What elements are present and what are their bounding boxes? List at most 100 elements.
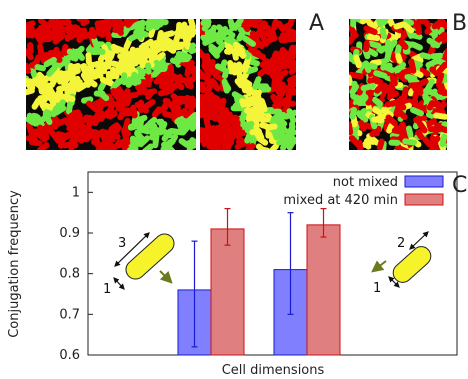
bacterium-cell	[121, 47, 129, 60]
bacterium-cell	[252, 103, 266, 112]
bacterium-cell	[380, 107, 394, 118]
bacterium-cell	[161, 35, 174, 46]
bacterium-cell	[129, 135, 143, 147]
legend-swatch-not-mixed	[404, 175, 444, 188]
bacterium-cell	[403, 19, 415, 26]
bacterium-cell	[287, 35, 296, 43]
bacterium-cell	[349, 106, 358, 120]
bacterium-cell	[436, 61, 447, 75]
bacterium-cell	[276, 129, 289, 143]
bacterium-cell	[94, 104, 104, 119]
bacterium-cell	[208, 136, 215, 149]
bacterium-cell	[367, 40, 382, 49]
bacterium-cell	[32, 128, 46, 141]
length-arrow-icon	[409, 231, 429, 250]
panel-letter-b: B	[452, 11, 467, 36]
bacterium-cell	[283, 109, 296, 120]
bacterium-cell	[436, 72, 445, 85]
bacterium-cell	[367, 75, 380, 85]
bacterium-cell	[239, 98, 250, 107]
bacterium-cell	[112, 77, 124, 89]
bacterium-cell	[116, 95, 126, 110]
bacterium-cell	[434, 31, 447, 44]
bacterium-cell	[178, 138, 190, 148]
bacterium-cell	[107, 110, 118, 120]
bacterium-cell	[104, 29, 112, 43]
bacterium-cell	[110, 60, 122, 68]
bacterium-cell	[67, 63, 75, 80]
bacterium-cell	[130, 104, 138, 119]
bacterium-cell	[134, 27, 145, 38]
bacterium-cell	[389, 74, 398, 87]
bacterium-cell	[280, 22, 293, 32]
bacterium-cell	[37, 29, 49, 41]
bacterium-cell	[94, 130, 110, 140]
bacterium-cell	[426, 37, 441, 49]
bacterium-cell	[350, 19, 357, 28]
x-axis-label: Cell dimensions	[222, 363, 325, 378]
bacterium-cell	[214, 63, 228, 73]
bacterium-cell	[121, 59, 136, 71]
bacterium-cell	[254, 25, 266, 38]
bacterium-cell	[82, 30, 95, 40]
bacterium-cell	[172, 98, 182, 113]
bacterium-cell	[128, 120, 141, 130]
bacterium-cell	[419, 52, 432, 60]
bacterium-cell	[51, 26, 64, 41]
bacterium-cell	[244, 107, 259, 120]
bacterium-cell	[278, 31, 287, 44]
bacterium-cell	[272, 100, 287, 109]
bacterium-cell	[404, 73, 418, 82]
bacterium-cell	[439, 133, 447, 148]
bacterium-cell	[372, 106, 383, 116]
bacterium-cell	[255, 143, 267, 150]
bacterium-cell	[363, 40, 370, 53]
bacterium-cell	[43, 56, 57, 68]
bacterium-cell	[288, 65, 296, 75]
bacterium-cell	[168, 127, 185, 136]
bacterium-cell	[200, 91, 215, 101]
bacterium-cell	[424, 78, 435, 93]
bacterium-cell	[212, 98, 223, 111]
bacterium-cell	[138, 99, 145, 113]
short-side-label: 1	[103, 282, 111, 297]
bacterium-cell	[429, 135, 439, 147]
bacterium-cell	[147, 38, 158, 54]
bacterium-cell	[223, 142, 232, 150]
bacterium-cell	[391, 127, 407, 135]
bacterium-cell	[285, 131, 295, 143]
bacterium-cell	[172, 41, 187, 48]
bacterium-cell	[160, 42, 175, 52]
bacterium-cell	[349, 74, 354, 86]
bacterium-cell	[422, 136, 433, 148]
bacterium-cell	[29, 139, 43, 147]
bacterium-cell	[271, 123, 281, 136]
bacterium-cell	[268, 108, 283, 115]
bacterium-cell	[37, 19, 52, 30]
colony-panel-a-right	[200, 19, 296, 150]
bacterium-cell	[349, 71, 364, 80]
bacterium-cell	[182, 77, 192, 89]
bacterium-cell	[245, 81, 253, 97]
bacterium-cell	[275, 57, 288, 70]
bacterium-cell	[112, 26, 124, 34]
bacterium-cell	[123, 91, 139, 100]
bacterium-cell	[245, 143, 256, 150]
bacterium-cell	[200, 127, 209, 134]
bacterium-cell	[175, 117, 184, 129]
bacterium-cell	[28, 59, 40, 69]
bacterium-cell	[349, 32, 357, 45]
bacterium-cell	[264, 123, 278, 131]
bacterium-cell	[395, 97, 407, 111]
y-tick-label: 1	[72, 185, 80, 200]
bacterium-cell	[47, 93, 57, 107]
colony-panel-b	[349, 19, 447, 150]
bacterium-cell	[287, 28, 296, 39]
bacterium-cell	[247, 46, 262, 57]
legend-swatch-mixed	[404, 193, 444, 206]
bacterium-cell	[374, 82, 385, 94]
bacterium-cell	[349, 121, 354, 136]
bacterium-cell	[73, 25, 81, 37]
bacterium-cell	[72, 119, 87, 130]
bacterium-cell	[271, 73, 279, 88]
